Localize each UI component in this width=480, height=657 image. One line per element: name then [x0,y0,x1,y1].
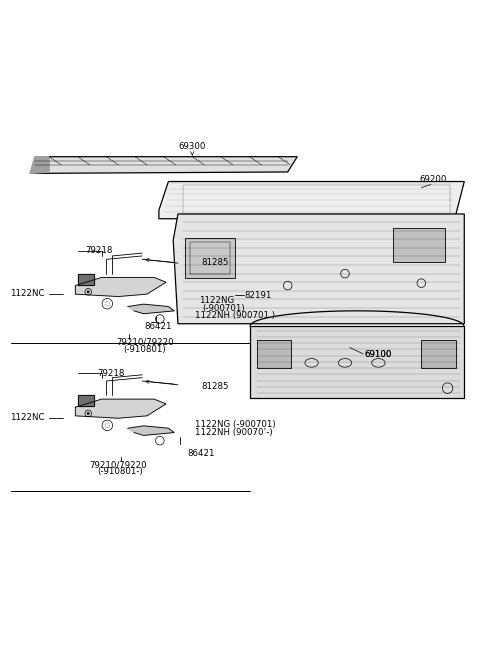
FancyBboxPatch shape [421,340,456,368]
Text: 1122NH (90070’-): 1122NH (90070’-) [195,428,272,437]
Polygon shape [30,157,297,173]
Text: 1122NC: 1122NC [10,413,45,422]
FancyBboxPatch shape [185,238,235,279]
Polygon shape [173,214,464,324]
Text: 82191: 82191 [245,290,272,300]
Polygon shape [78,273,95,284]
Text: 79218: 79218 [97,369,124,378]
Text: 69300: 69300 [179,142,206,151]
Text: 1122NC: 1122NC [10,289,45,298]
Text: 79218: 79218 [85,246,112,255]
Text: 69200: 69200 [419,175,446,184]
Polygon shape [75,399,166,419]
Text: 79210/79220: 79210/79220 [90,460,147,469]
Text: (-910801): (-910801) [123,344,166,353]
Polygon shape [78,396,95,406]
Text: 86421: 86421 [144,322,172,330]
Text: (-910801-): (-910801-) [97,467,143,476]
Polygon shape [128,426,174,436]
Text: 79210/79220: 79210/79220 [116,337,174,346]
Circle shape [87,290,90,293]
Text: 86421: 86421 [188,449,215,458]
Polygon shape [159,181,464,219]
Text: 1122NG (-900701): 1122NG (-900701) [195,420,276,430]
FancyBboxPatch shape [257,340,291,368]
Text: 1122NH (900701 ): 1122NH (900701 ) [195,311,275,320]
Text: 69100: 69100 [364,350,392,359]
Text: 81285: 81285 [202,258,229,267]
Polygon shape [75,277,166,296]
Polygon shape [30,157,49,173]
Text: 1122NG: 1122NG [199,296,235,306]
Text: 81285: 81285 [202,382,229,391]
Polygon shape [128,304,174,313]
Text: 69100: 69100 [364,350,392,359]
Circle shape [87,412,90,415]
Text: (-900701): (-900701) [202,304,244,313]
Polygon shape [250,326,464,397]
FancyBboxPatch shape [393,228,445,261]
